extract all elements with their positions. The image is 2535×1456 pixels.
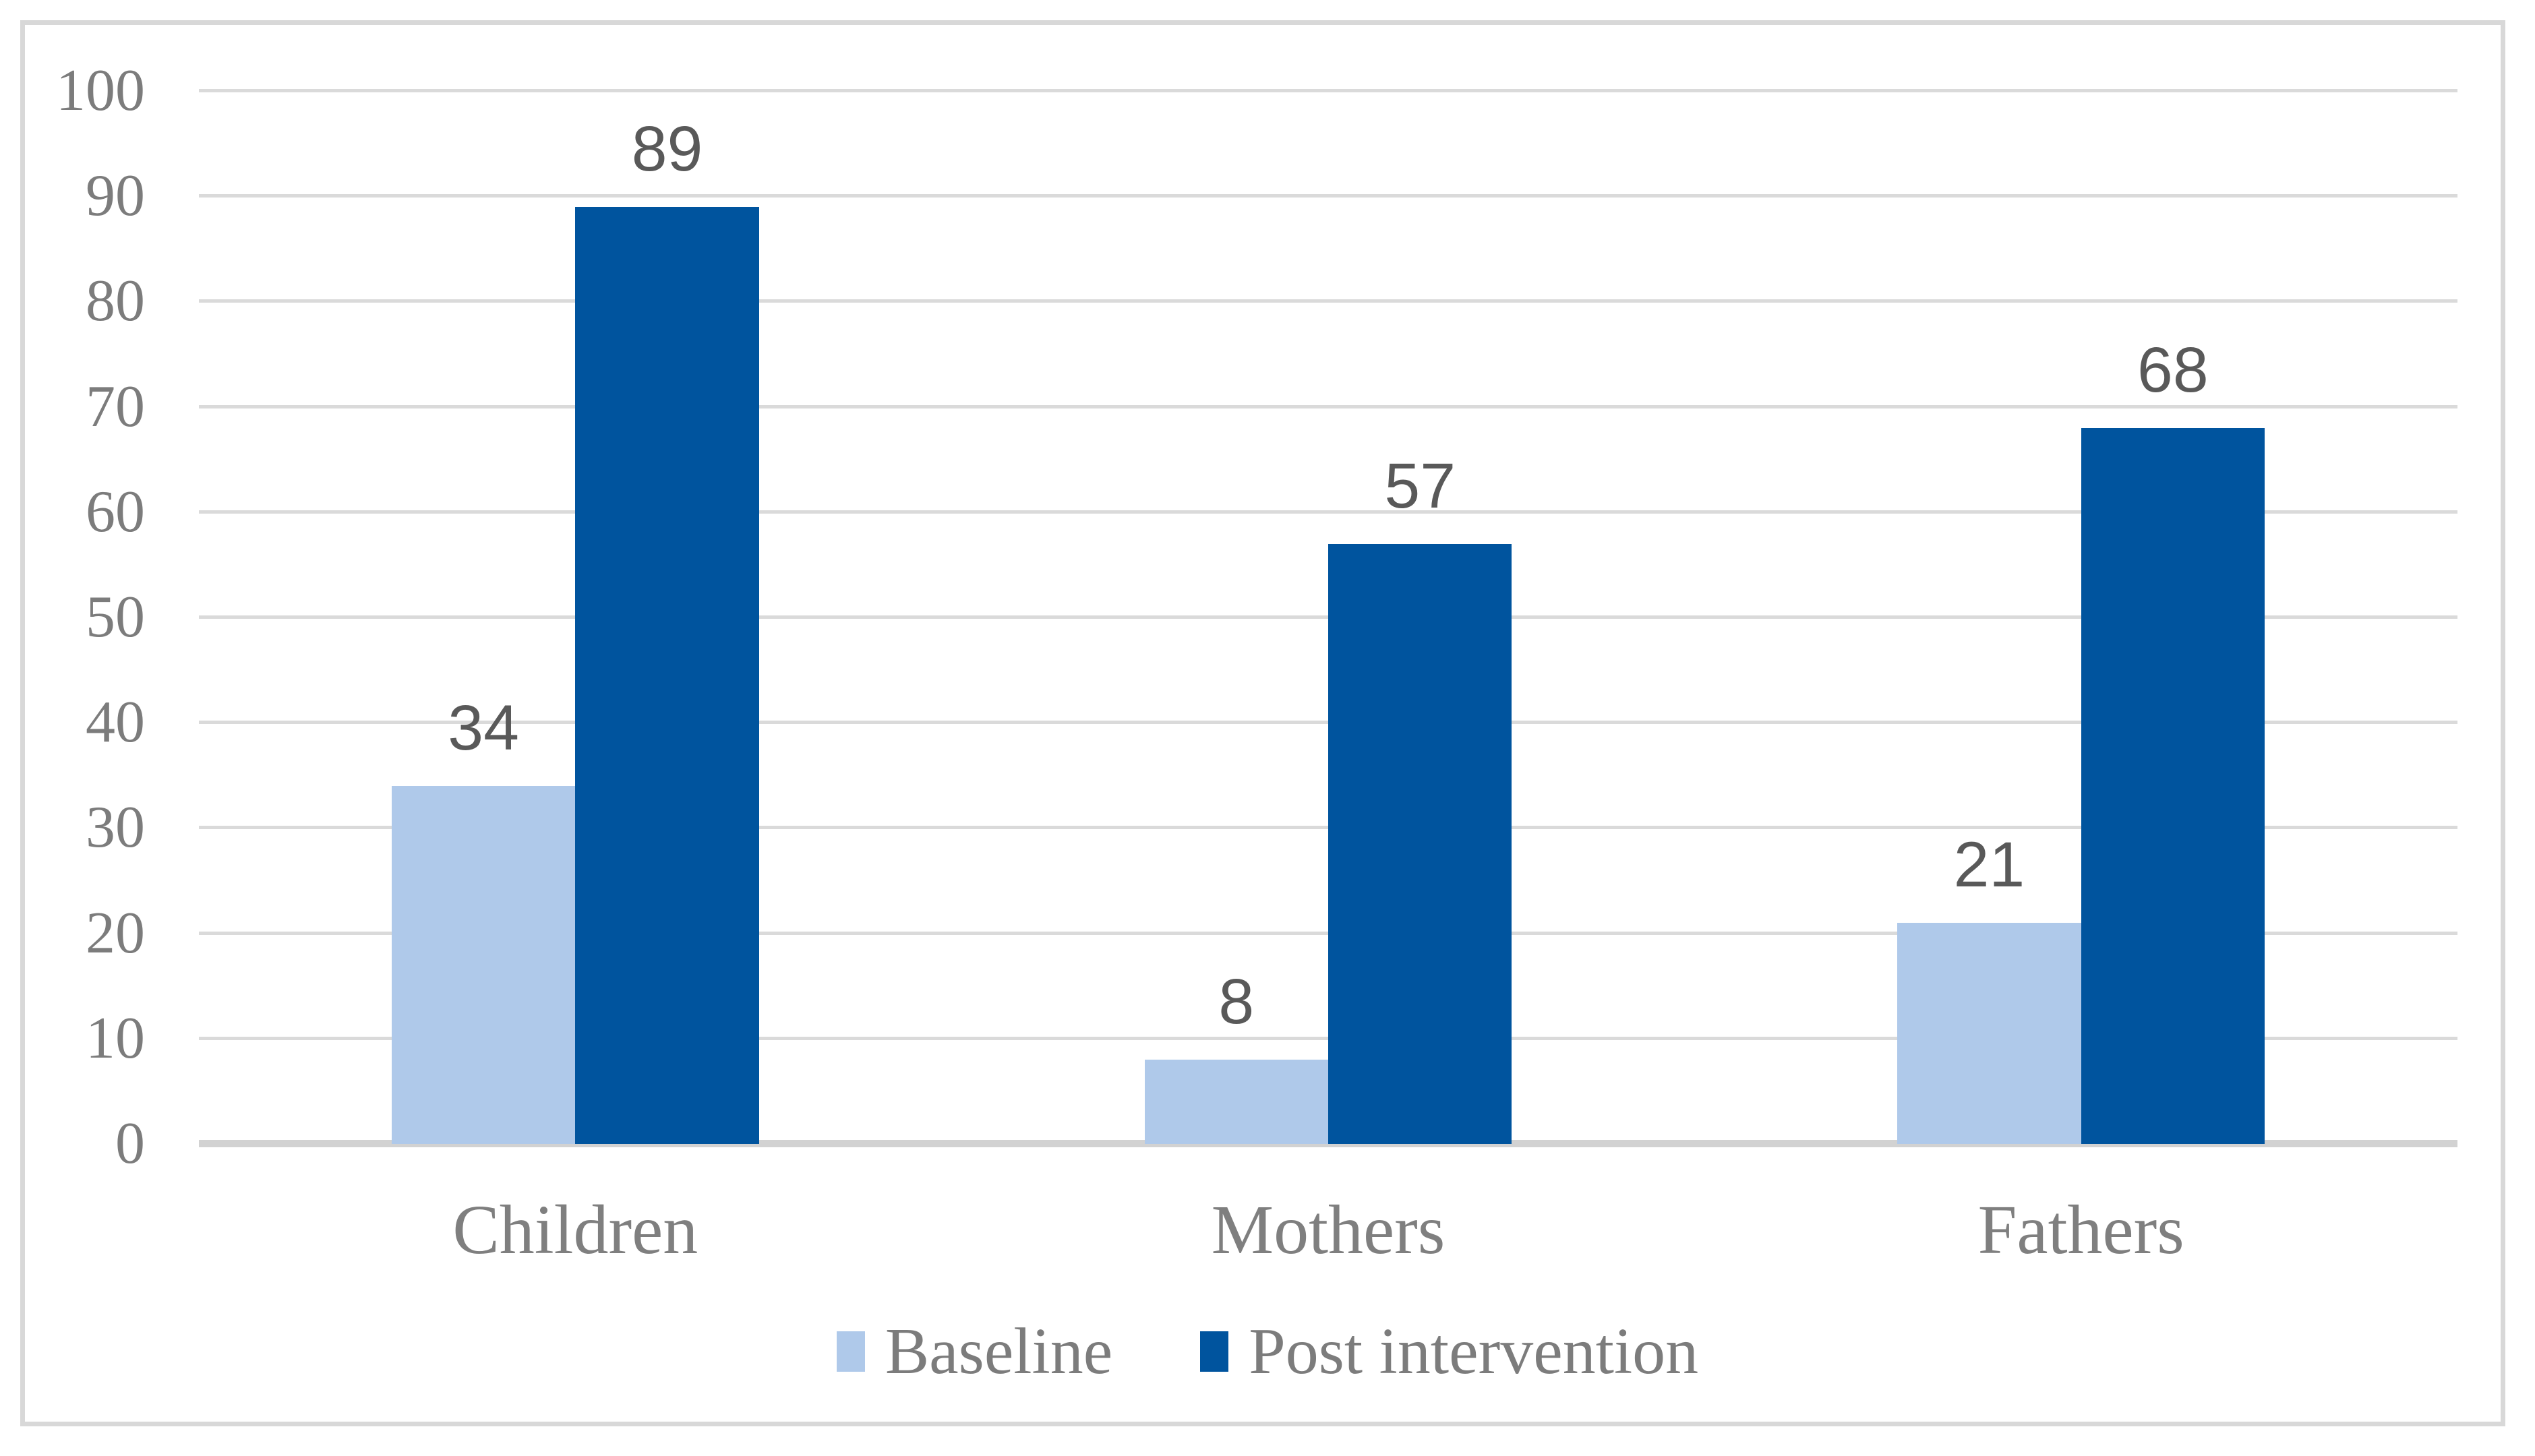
gridline-80 <box>199 299 2457 303</box>
category-label-mothers: Mothers <box>1211 1191 1445 1269</box>
y-tick-label-100: 100 <box>56 58 145 123</box>
legend-label-baseline: Baseline <box>885 1315 1113 1388</box>
y-tick-label-30: 30 <box>86 795 145 861</box>
gridline-100 <box>199 89 2457 92</box>
legend: Baseline Post intervention <box>25 1304 2510 1399</box>
y-tick-label-40: 40 <box>86 690 145 756</box>
y-tick-label-60: 60 <box>86 479 145 545</box>
y-tick-label-20: 20 <box>86 900 145 966</box>
y-tick-label-90: 90 <box>86 163 145 229</box>
bar-post-intervention-fathers <box>2081 427 2265 1144</box>
y-tick-label-50: 50 <box>86 584 145 650</box>
y-tick-label-70: 70 <box>86 373 145 439</box>
gridline-60 <box>199 510 2457 514</box>
bar-baseline-fathers <box>1897 922 2081 1144</box>
value-label-baseline-children: 34 <box>448 692 519 764</box>
bar-baseline-children <box>391 785 576 1144</box>
x-axis-category-labels: Children Mothers Fathers <box>199 1183 2457 1277</box>
category-label-fathers: Fathers <box>1977 1191 2184 1269</box>
legend-swatch-post-intervention <box>1200 1331 1229 1372</box>
value-label-post-intervention-fathers: 68 <box>2137 334 2209 406</box>
value-label-baseline-fathers: 21 <box>1953 828 2025 901</box>
gridline-70 <box>199 404 2457 408</box>
y-tick-label-80: 80 <box>86 268 145 334</box>
bar-baseline-mothers <box>1144 1060 1328 1144</box>
plot-area: 34 89 8 57 21 68 <box>199 89 2457 1147</box>
bar-post-intervention-children <box>575 206 759 1144</box>
category-label-children: Children <box>452 1191 698 1269</box>
y-tick-label-0: 0 <box>115 1111 145 1176</box>
value-label-baseline-mothers: 8 <box>1218 966 1255 1038</box>
value-label-post-intervention-children: 89 <box>631 113 703 185</box>
legend-item-baseline: Baseline <box>836 1315 1113 1388</box>
y-tick-label-10: 10 <box>86 1005 145 1071</box>
legend-item-post-intervention: Post intervention <box>1200 1318 1698 1385</box>
bar-post-intervention-mothers <box>1328 543 1512 1144</box>
gridline-90 <box>199 194 2457 198</box>
value-label-post-intervention-mothers: 57 <box>1384 450 1456 522</box>
legend-label-post-intervention: Post intervention <box>1249 1315 1699 1388</box>
legend-swatch-baseline <box>836 1331 865 1372</box>
y-axis-tick-labels: 0 10 20 30 40 50 60 70 80 90 100 <box>20 61 145 1174</box>
